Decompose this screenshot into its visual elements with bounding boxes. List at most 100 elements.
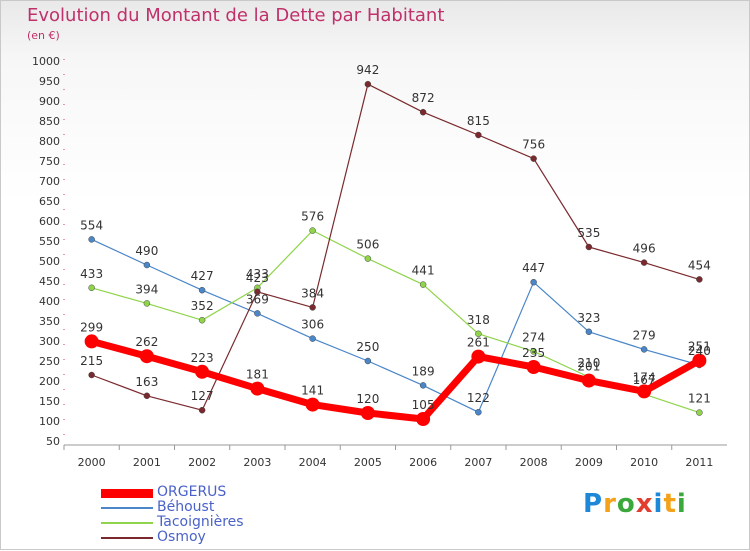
- series-markers: [84, 80, 707, 426]
- data-point: [475, 131, 482, 139]
- data-label: 306: [301, 318, 324, 332]
- y-tick-label: 400: [39, 295, 60, 308]
- y-tick-label: 300: [39, 335, 60, 348]
- data-label: 261: [467, 336, 490, 350]
- y-tick-label: 650: [39, 195, 60, 208]
- data-label: 215: [80, 354, 103, 368]
- legend-label: Tacoignières: [157, 514, 244, 530]
- data-label: 394: [135, 282, 158, 296]
- data-point: [88, 284, 95, 292]
- data-point: [84, 334, 99, 349]
- logo-letter: i: [676, 489, 687, 519]
- y-tick-label: 900: [39, 95, 60, 108]
- data-label: 240: [688, 344, 711, 358]
- proxiti-logo: Proxiti: [583, 489, 687, 519]
- y-tick-label: 150: [39, 395, 60, 408]
- logo-letter: o: [616, 489, 636, 519]
- y-tick-label: 50: [46, 435, 60, 448]
- data-label: 454: [688, 258, 711, 272]
- x-tick-label: 2007: [464, 456, 492, 469]
- logo-letter: r: [603, 489, 617, 519]
- data-label: 189: [412, 364, 435, 378]
- data-point: [250, 381, 265, 396]
- data-label: 251: [688, 340, 711, 354]
- data-label: 506: [356, 238, 379, 252]
- data-label: 201: [577, 360, 600, 374]
- y-tick-label: 700: [39, 175, 60, 188]
- logo-letter: t: [663, 489, 677, 519]
- data-label: 120: [356, 392, 379, 406]
- data-point: [475, 408, 482, 416]
- data-label: 122: [467, 391, 490, 405]
- data-point: [640, 346, 648, 353]
- x-tick-label: 2008: [520, 456, 548, 469]
- data-label: 121: [688, 392, 711, 406]
- logo-letter: i: [653, 489, 664, 519]
- data-point: [254, 310, 261, 317]
- series-lines: [88, 83, 703, 423]
- data-point: [581, 373, 596, 388]
- data-label: 105: [412, 398, 435, 412]
- x-tick-label: 2003: [243, 456, 271, 469]
- legend-swatch: [101, 522, 153, 524]
- y-tick-label: 550: [39, 235, 60, 248]
- data-point: [416, 412, 431, 426]
- data-point: [88, 371, 95, 379]
- data-point: [364, 255, 372, 262]
- data-label: 496: [633, 242, 656, 256]
- series-line-osmoy: [91, 83, 700, 411]
- data-label: 323: [577, 311, 600, 325]
- data-label: 815: [467, 114, 490, 128]
- legend-swatch: [101, 537, 153, 539]
- data-point: [309, 304, 316, 311]
- data-point: [419, 108, 427, 116]
- series-line-béhoust: [91, 238, 700, 413]
- data-point: [640, 259, 648, 266]
- y-tick-label: 450: [39, 275, 60, 288]
- data-label: 262: [135, 335, 158, 349]
- x-tick-label: 2001: [133, 456, 161, 469]
- data-label: 433: [246, 267, 269, 281]
- data-point: [419, 382, 427, 389]
- data-point: [198, 286, 206, 294]
- y-tick-label: 200: [39, 375, 60, 388]
- data-point: [696, 276, 703, 283]
- data-point: [530, 278, 537, 286]
- data-point: [585, 328, 593, 336]
- data-point: [139, 349, 154, 364]
- data-point: [364, 80, 372, 88]
- data-point: [309, 227, 316, 234]
- data-point: [585, 243, 593, 251]
- data-point: [305, 397, 320, 412]
- data-label: 756: [522, 138, 545, 152]
- data-point: [360, 406, 375, 420]
- data-label: 167: [633, 373, 656, 387]
- data-label: 369: [246, 292, 269, 306]
- logo-letter: P: [583, 489, 604, 519]
- legend-label: Béhoust: [157, 499, 215, 515]
- data-label: 141: [301, 384, 324, 398]
- x-tick-label: 2009: [575, 456, 603, 469]
- data-label: 384: [301, 286, 324, 300]
- data-point: [364, 357, 372, 365]
- data-point: [526, 360, 541, 374]
- data-point: [475, 330, 482, 338]
- x-tick-label: 2010: [630, 456, 658, 469]
- y-tick-label: 1000: [32, 55, 60, 68]
- data-point: [637, 384, 652, 399]
- data-label: 433: [80, 267, 103, 281]
- x-tick-label: 2011: [685, 456, 713, 469]
- data-label: 441: [412, 264, 435, 278]
- data-point: [143, 261, 151, 269]
- data-label: 210: [577, 356, 600, 370]
- data-label: 872: [412, 91, 435, 105]
- data-point: [309, 335, 316, 342]
- data-label: 554: [80, 218, 103, 232]
- y-tick-label: 100: [39, 415, 60, 428]
- data-label: 174: [633, 370, 656, 384]
- data-point: [143, 300, 151, 307]
- x-tick-label: 2000: [78, 456, 106, 469]
- data-label: 274: [522, 330, 545, 344]
